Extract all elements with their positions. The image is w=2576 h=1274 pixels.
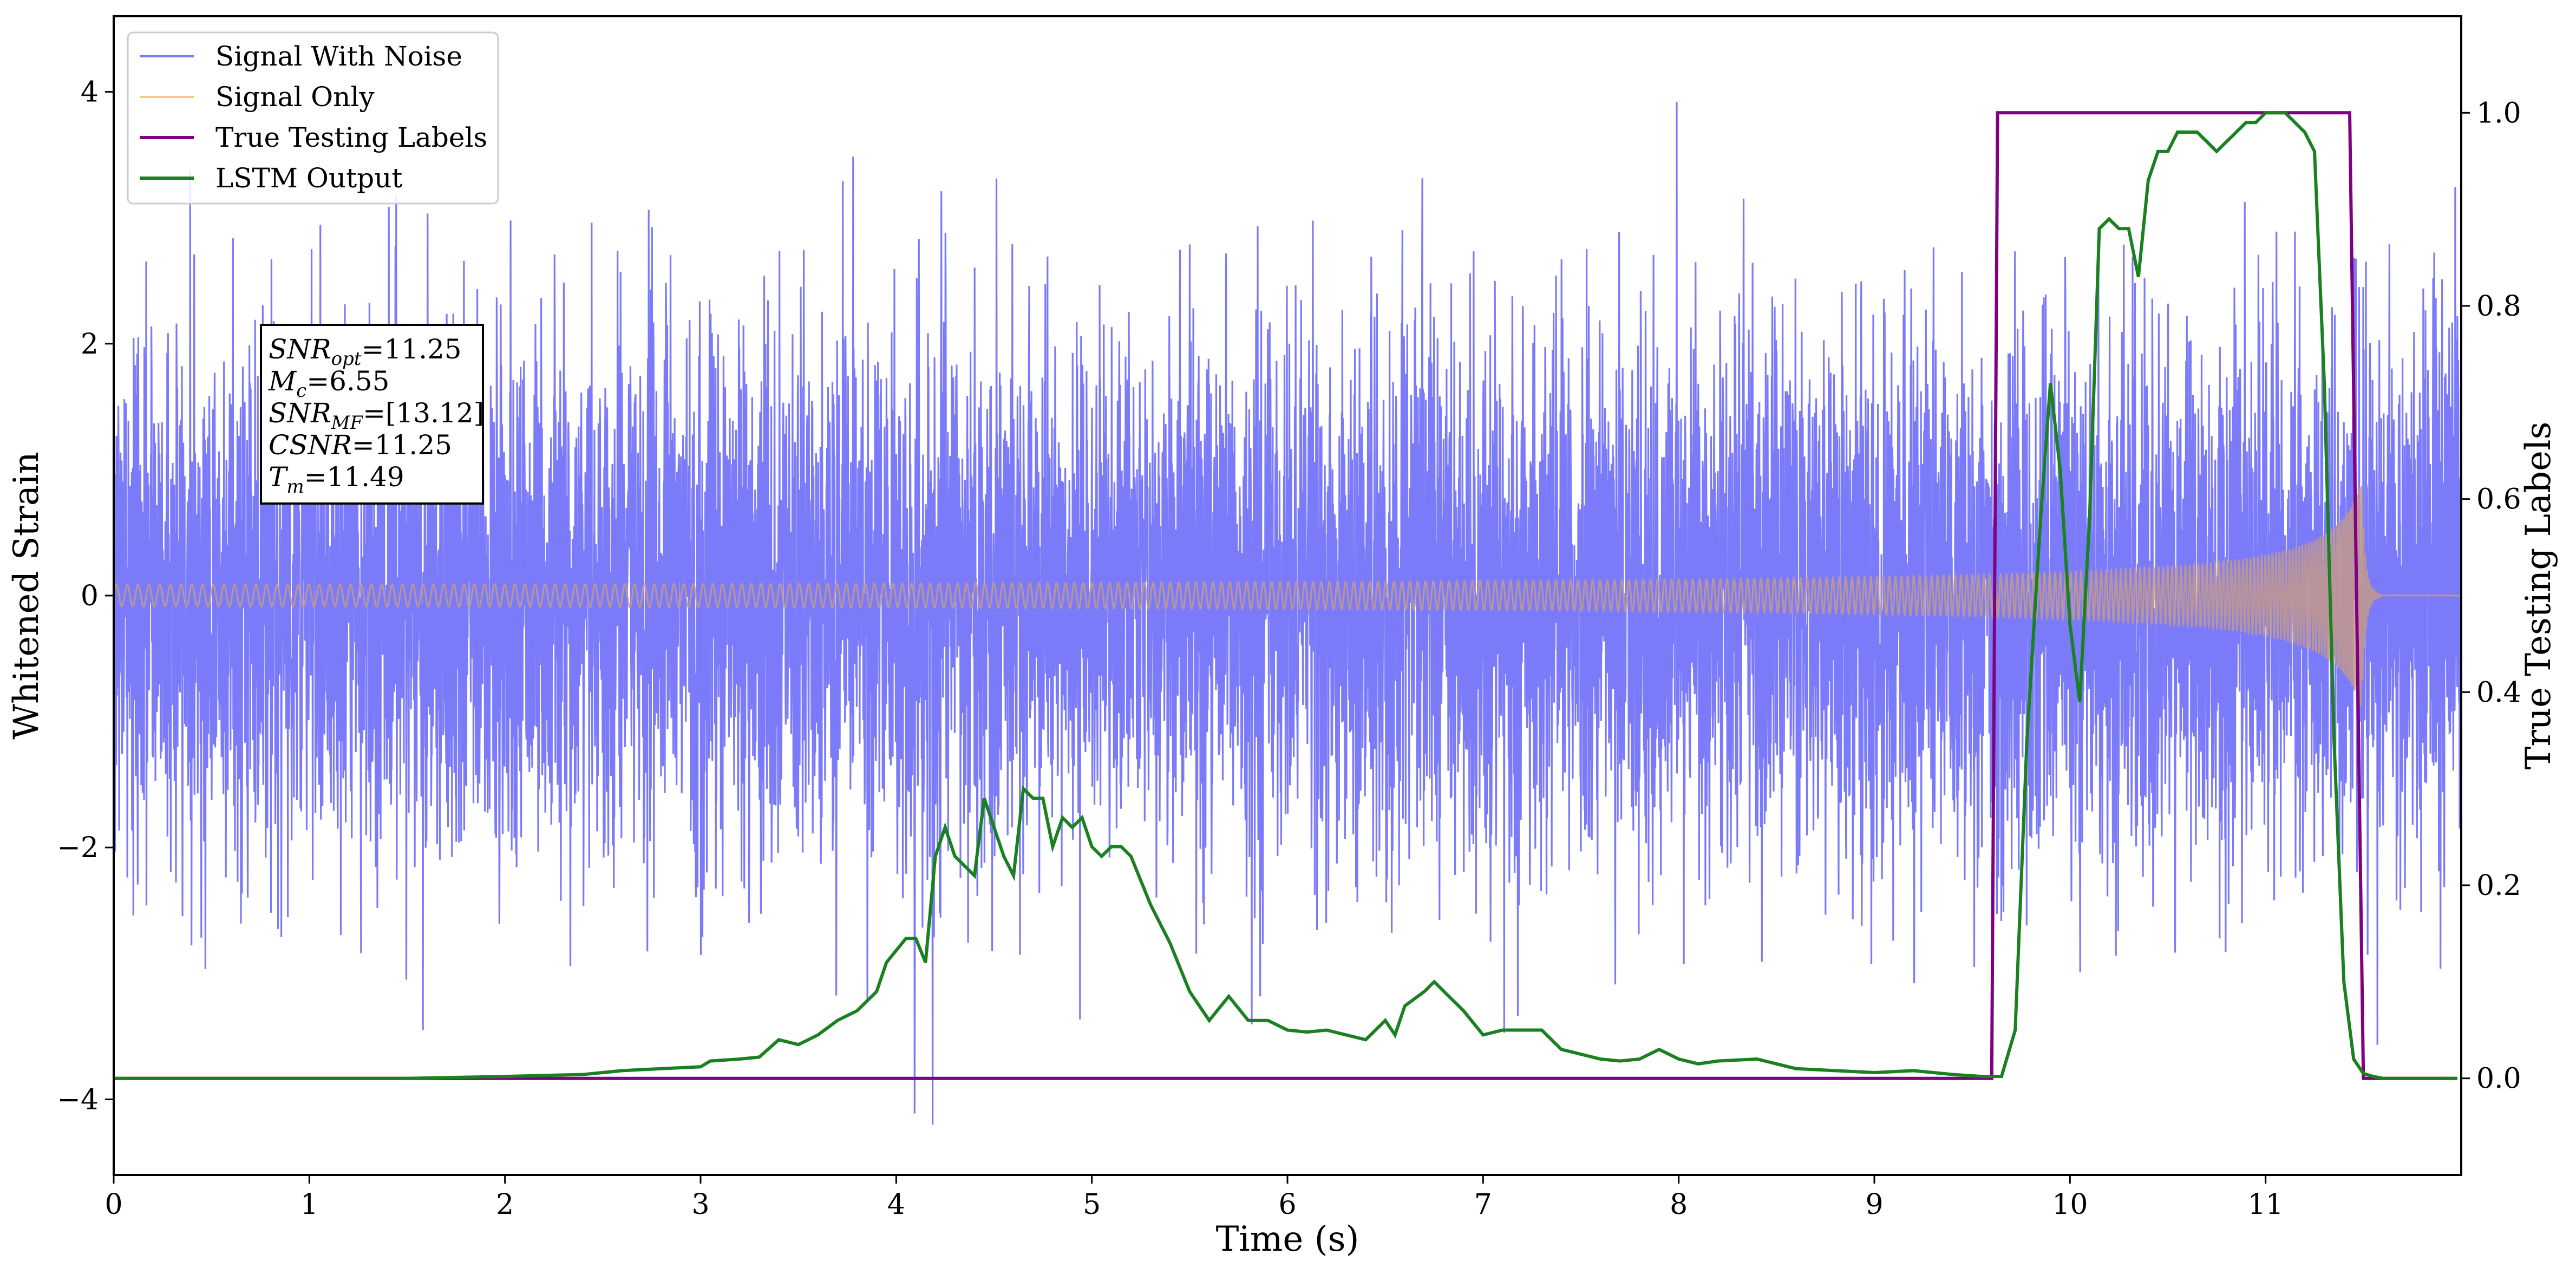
y-tick-label: 4 bbox=[81, 76, 99, 109]
y2-tick-label: 0.0 bbox=[2476, 1063, 2521, 1095]
y-axis-label: Whitened Strain bbox=[6, 452, 47, 739]
x-tick-label: 4 bbox=[887, 1188, 905, 1221]
x-tick-label: 11 bbox=[2248, 1188, 2284, 1221]
legend: Signal With Noise Signal Only True Testing… bbox=[127, 31, 499, 205]
y-axis-right: 0.0 0.2 0.4 0.6 0.8 1.0 bbox=[2461, 97, 2521, 1095]
y-tick-label: 2 bbox=[81, 328, 99, 361]
annotation-line: Mc=6.55 bbox=[268, 365, 389, 402]
series-layer bbox=[114, 102, 2461, 1125]
x-tick-label: 7 bbox=[1474, 1188, 1492, 1221]
annotation-line: Tm=11.49 bbox=[269, 461, 404, 498]
legend-entry-label: Signal With Noise bbox=[215, 41, 462, 72]
x-tick-label: 0 bbox=[104, 1188, 122, 1221]
x-tick-label: 5 bbox=[1083, 1188, 1101, 1221]
series-signal-only bbox=[114, 486, 2461, 707]
y2-tick-label: 1.0 bbox=[2476, 97, 2521, 129]
y-tick-label: 0 bbox=[81, 580, 99, 612]
legend-entry-label: True Testing Labels bbox=[215, 122, 487, 153]
y2-tick-label: 0.4 bbox=[2476, 676, 2521, 709]
y2-tick-label: 0.6 bbox=[2476, 484, 2521, 516]
x-tick-label: 6 bbox=[1278, 1188, 1296, 1221]
annotation-line: SNRMF=[13.12] bbox=[269, 397, 484, 434]
y-tick-label: −2 bbox=[57, 832, 99, 864]
y2-tick-label: 0.8 bbox=[2476, 290, 2521, 323]
series-lstm-output bbox=[114, 111, 2457, 1080]
x-tick-label: 3 bbox=[691, 1188, 709, 1221]
x-tick-label: 2 bbox=[496, 1188, 514, 1221]
metrics-annotation-box: SNRopt=11.25Mc=6.55SNRMF=[13.12]CSNR=11.… bbox=[260, 324, 484, 505]
series-signal-with-noise bbox=[114, 102, 2461, 1125]
x-tick-label: 1 bbox=[300, 1188, 318, 1221]
legend-entry-label: Signal Only bbox=[215, 81, 375, 113]
x-axis: 0 1 2 3 4 5 6 7 8 9 10 11 bbox=[104, 1175, 2284, 1221]
annotation-line: CSNR=11.25 bbox=[269, 429, 452, 461]
annotation-line: SNRopt=11.25 bbox=[269, 334, 462, 370]
x-axis-label: Time (s) bbox=[1216, 1219, 1359, 1259]
legend-box bbox=[127, 31, 499, 205]
x-tick-label: 10 bbox=[2052, 1188, 2088, 1221]
x-tick-label: 9 bbox=[1865, 1188, 1883, 1221]
x-tick-label: 8 bbox=[1670, 1188, 1688, 1221]
legend-entry-label: LSTM Output bbox=[215, 162, 402, 194]
y-tick-label: −4 bbox=[57, 1083, 99, 1116]
y-axis-left: −4 −2 0 2 4 bbox=[57, 76, 114, 1116]
y2-axis-label: True Testing Labels bbox=[2519, 422, 2559, 770]
annotation-frame bbox=[260, 324, 484, 505]
y2-tick-label: 0.2 bbox=[2476, 870, 2521, 902]
